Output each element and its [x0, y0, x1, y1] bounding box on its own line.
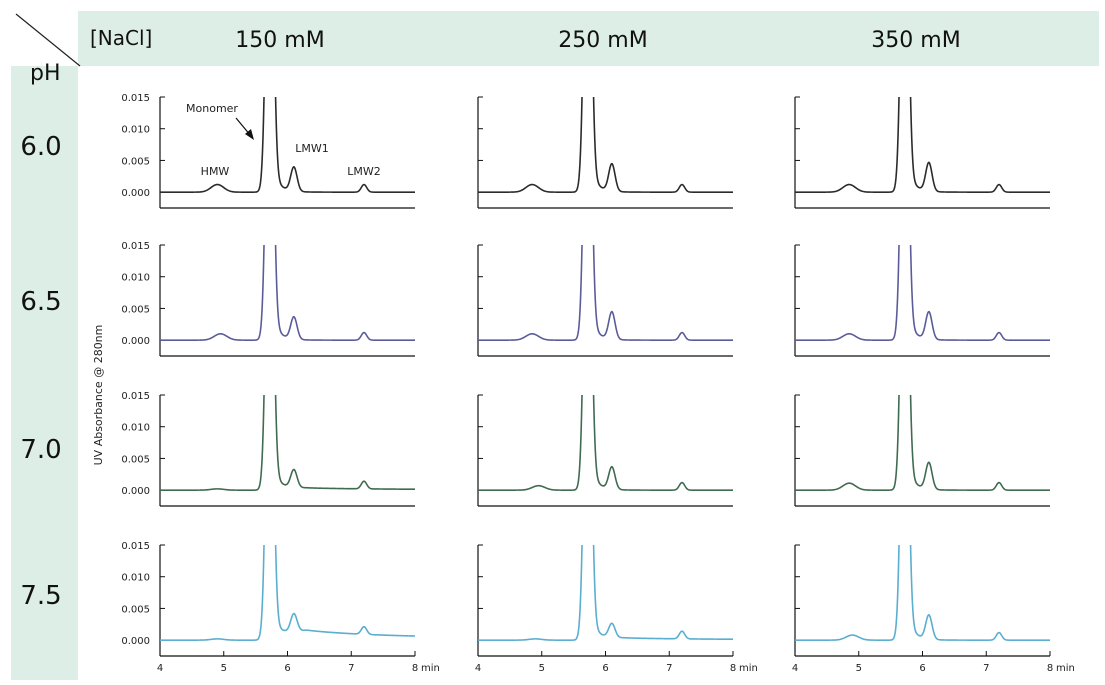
- x-tick-label-r3c2-2: 6: [919, 663, 925, 674]
- y-tick-label-r3c0-2: 0.010: [121, 573, 150, 584]
- y-tick-label-r2c0-1: 0.005: [121, 454, 150, 465]
- x-tick-label-r3c1-1: 5: [539, 663, 545, 674]
- panel-r2c1: [477, 394, 733, 507]
- x-tick-label-r3c2-3: 7: [983, 663, 989, 674]
- panel-r3c2: 4 5 6 7 8 min: [792, 544, 1075, 674]
- panel-r0c1: [477, 96, 733, 209]
- y-tick-label-r3c0-0: 0.000: [121, 636, 150, 647]
- x-tick-label-r3c2-0: 4: [792, 663, 798, 674]
- panel-r1c0: 0.000 0.005 0.010 0.015: [121, 241, 415, 357]
- y-tick-label-r3c0-1: 0.005: [121, 604, 150, 615]
- x-unit-r3c1: min: [739, 663, 758, 674]
- panel-r1c1: [477, 244, 733, 357]
- y-tick-label-r1c0-2: 0.010: [121, 273, 150, 284]
- x-tick-label-r3c1-3: 7: [666, 663, 672, 674]
- trace-r2c1: [478, 395, 733, 491]
- y-tick-label-r3c0-3: 0.015: [121, 541, 150, 552]
- trace-r0c0: [160, 97, 415, 193]
- trace-r2c0: [160, 395, 415, 491]
- panel-r0c2: [794, 96, 1050, 209]
- corner-diagonal: [15, 13, 81, 67]
- x-tick-label-r3c2-4: 8: [1047, 663, 1053, 674]
- y-axis-label: UV Absorbance @ 280nm: [92, 325, 105, 466]
- trace-r2c2: [795, 395, 1050, 491]
- y-tick-label-r2c0-0: 0.000: [121, 486, 150, 497]
- annotation-lmw1: LMW1: [295, 142, 329, 155]
- panel-r3c0: 0.000 0.005 0.010 0.015 4 5 6 7 8 min: [121, 541, 440, 674]
- annotation-monomer-arrowhead: [245, 129, 254, 140]
- panel-r0c0: 0.000 0.005 0.010 0.015: [121, 93, 415, 209]
- y-tick-label-r0c0-0: 0.000: [121, 188, 150, 199]
- x-tick-label-r3c1-4: 8: [730, 663, 736, 674]
- trace-r0c2: [795, 97, 1050, 193]
- row-label-7-0: 7.0: [20, 435, 61, 465]
- x-tick-label-r3c0-0: 4: [157, 663, 163, 674]
- ph-band: [11, 66, 78, 680]
- trace-r1c0: [160, 245, 415, 341]
- panel-r1c2: [794, 244, 1050, 357]
- column-label-350: 350 mM: [871, 28, 960, 53]
- x-tick-label-r3c0-2: 6: [284, 663, 290, 674]
- y-tick-label-r0c0-1: 0.005: [121, 156, 150, 167]
- row-label-7-5: 7.5: [20, 581, 61, 611]
- x-tick-label-r3c2-1: 5: [856, 663, 862, 674]
- annotation-hmw: HMW: [201, 165, 230, 178]
- trace-r3c0: [160, 545, 416, 641]
- column-label-250: 250 mM: [558, 28, 647, 53]
- panel-r2c0: 0.000 0.005 0.010 0.015: [121, 391, 415, 507]
- x-unit-r3c2: min: [1056, 663, 1075, 674]
- x-tick-label-r3c0-1: 5: [221, 663, 227, 674]
- annotation-monomer: Monomer: [186, 102, 238, 115]
- column-label-150: 150 mM: [235, 28, 324, 53]
- panel-r2c2: [794, 394, 1050, 507]
- y-tick-label-r2c0-3: 0.015: [121, 391, 150, 402]
- trace-r1c1: [478, 245, 733, 341]
- annotation-lmw2: LMW2: [347, 165, 381, 178]
- y-tick-label-r1c0-1: 0.005: [121, 304, 150, 315]
- header-band: [78, 11, 1099, 66]
- x-unit-r3c0: min: [421, 663, 440, 674]
- y-tick-label-r1c0-3: 0.015: [121, 241, 150, 252]
- x-tick-label-r3c1-2: 6: [602, 663, 608, 674]
- x-tick-label-r3c0-4: 8: [412, 663, 418, 674]
- y-tick-label-r2c0-2: 0.010: [121, 423, 150, 434]
- chart-panels: 0.000 0.005 0.010 0.015 0.000 0.005 0.010 0.015…: [121, 93, 1075, 674]
- x-tick-label-r3c0-3: 7: [348, 663, 354, 674]
- y-tick-label-r0c0-2: 0.010: [121, 125, 150, 136]
- trace-r0c1: [478, 97, 733, 193]
- trace-r3c2: [795, 545, 1050, 641]
- trace-r3c1: [478, 545, 733, 641]
- y-tick-label-r0c0-3: 0.015: [121, 93, 150, 104]
- y-tick-label-r1c0-0: 0.000: [121, 336, 150, 347]
- panel-r3c1: 4 5 6 7 8 min: [475, 544, 758, 674]
- row-label-6-0: 6.0: [20, 132, 61, 162]
- corner-nacl-label: [NaCl]: [90, 26, 152, 50]
- trace-r1c2: [795, 245, 1050, 341]
- row-label-6-5: 6.5: [20, 287, 61, 317]
- x-tick-label-r3c1-0: 4: [475, 663, 481, 674]
- corner-ph-label: pH: [30, 61, 61, 86]
